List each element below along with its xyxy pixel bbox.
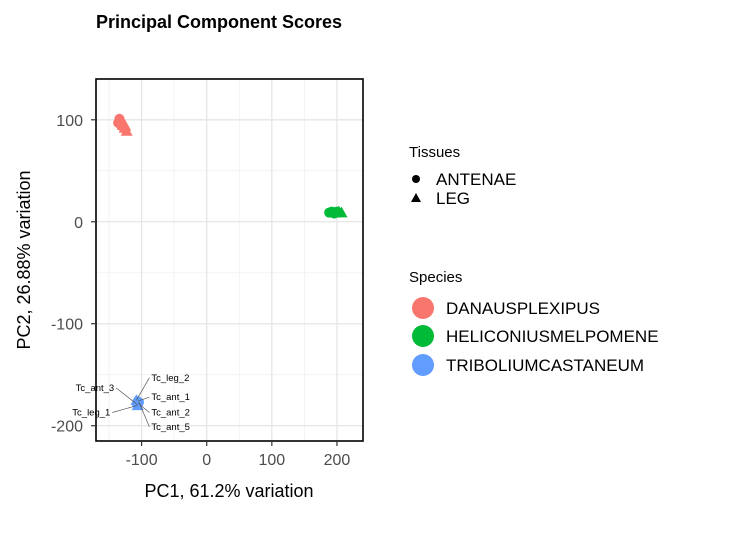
point-label: Tc_ant_3 — [76, 383, 115, 394]
panel-border — [95, 78, 364, 442]
data-points — [113, 113, 348, 411]
label-connector — [116, 387, 138, 405]
point-label: Tc_ant_1 — [151, 392, 190, 403]
x-tick-label: 0 — [202, 452, 211, 469]
legend-species-danaus: DANAUSPLEXIPUS — [446, 299, 600, 318]
x-tick-label: 100 — [258, 452, 285, 469]
x-axis-label: PC1, 61.2% variation — [144, 481, 313, 501]
y-tick-label: 100 — [56, 113, 83, 130]
tissues-legend-title: Tissues — [409, 144, 460, 161]
label-connector — [137, 396, 150, 402]
data-point-triangle — [335, 206, 348, 218]
x-axis-ticks: -100 0 100 200 — [126, 441, 351, 469]
point-label: Tc_leg_1 — [72, 408, 110, 419]
x-tick-label: 200 — [324, 452, 351, 469]
y-tick-label: -200 — [51, 419, 83, 436]
species-legend-title: Species — [409, 269, 462, 286]
x-tick-label: -100 — [126, 452, 158, 469]
data-point-triangle — [327, 206, 340, 218]
legend-tissue-leg: LEG — [436, 189, 470, 208]
y-tick-label: 0 — [74, 215, 83, 232]
plot-panel — [96, 79, 363, 441]
point-label: Tc_leg_2 — [151, 373, 189, 384]
panel-background — [96, 79, 363, 441]
species-legend: Species DANAUSPLEXIPUS HELICONIUSMELPOME… — [409, 269, 659, 376]
legend-triangle-icon — [411, 193, 421, 202]
legend-species-tribolium: TRIBOLIUMCASTANEUM — [446, 356, 644, 375]
y-axis-label: PC2, 26.88% variation — [14, 170, 34, 349]
legend-circle-icon — [412, 175, 420, 183]
label-connector — [112, 404, 138, 413]
legend-species-heliconius: HELICONIUSMELPOMENE — [446, 327, 659, 346]
label-connector — [138, 402, 150, 427]
data-point-triangle — [131, 399, 144, 411]
legend-swatch-tribolium — [412, 354, 434, 376]
y-tick-label: -100 — [51, 317, 83, 334]
y-axis-ticks: -200 -100 0 100 — [51, 113, 96, 436]
tissues-legend: Tissues ANTENAE LEG — [409, 144, 516, 208]
point-label: Tc_ant_5 — [151, 422, 190, 433]
legend-swatch-heliconius — [412, 325, 434, 347]
label-connector — [136, 377, 150, 401]
legend-tissue-antenae: ANTENAE — [436, 170, 516, 189]
grid-lines — [96, 79, 363, 441]
data-point-triangle — [119, 119, 132, 131]
point-labels: Tc_ant_3 Tc_ant_1 Tc_ant_2 Tc_ant_5 Tc_leg_2… — [72, 373, 190, 433]
legend-swatch-danaus — [412, 297, 434, 319]
chart-title: Principal Component Scores — [96, 12, 342, 32]
point-label: Tc_ant_2 — [151, 408, 190, 419]
